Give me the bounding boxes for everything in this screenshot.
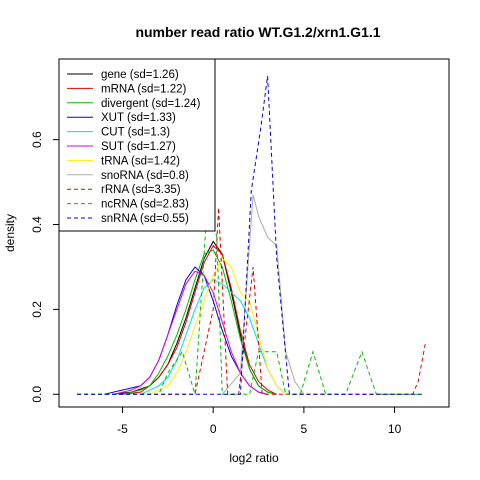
x-tick-label: -5	[117, 422, 128, 436]
series-line-8	[77, 207, 426, 395]
x-axis: -5 0 5 10	[117, 406, 402, 436]
x-axis-label: log2 ratio	[229, 451, 279, 465]
x-tick-label: 5	[301, 422, 308, 436]
legend-label: ncRNA (sd=2.83)	[101, 199, 189, 211]
chart-title: number read ratio WT.G1.2/xrn1.G1.1	[135, 24, 380, 40]
y-tick-label: 0.2	[30, 301, 44, 318]
legend-label: CUT (sd=1.3)	[101, 127, 170, 139]
legend-box	[58, 58, 216, 232]
series-line-9	[77, 198, 422, 395]
legend-label: gene (sd=1.26)	[101, 69, 179, 81]
legend-label: XUT (sd=1.33)	[101, 112, 176, 124]
series-line-0	[113, 240, 277, 395]
series-line-4	[140, 279, 287, 395]
legend-label: snoRNA (sd=0.8)	[101, 170, 189, 182]
legend-items: gene (sd=1.26) mRNA (sd=1.22) divergent (s…	[67, 69, 201, 225]
series-line-5	[113, 270, 268, 395]
legend: gene (sd=1.26) mRNA (sd=1.22) divergent (s…	[58, 58, 216, 232]
series-line-10	[77, 75, 422, 395]
x-tick-label: 0	[210, 422, 217, 436]
legend-label: mRNA (sd=1.22)	[101, 83, 186, 95]
series-line-1	[122, 244, 277, 395]
series-line-7	[221, 194, 305, 395]
y-tick-label: 0.0	[30, 386, 44, 403]
series-layer	[77, 75, 426, 395]
y-tick-label: 0.6	[30, 131, 44, 148]
legend-label: tRNA (sd=1.42)	[101, 155, 180, 167]
x-tick-label: 10	[388, 422, 402, 436]
legend-label: snRNA (sd=0.55)	[101, 213, 189, 225]
y-tick-label: 0.4	[30, 216, 44, 233]
y-axis-label: density	[3, 214, 17, 252]
y-axis: 0.0 0.2 0.4 0.6	[30, 131, 60, 403]
legend-label: rRNA (sd=3.35)	[101, 184, 181, 196]
legend-label: divergent (sd=1.24)	[101, 98, 201, 110]
legend-label: SUT (sd=1.27)	[101, 141, 176, 153]
series-line-6	[149, 257, 287, 395]
